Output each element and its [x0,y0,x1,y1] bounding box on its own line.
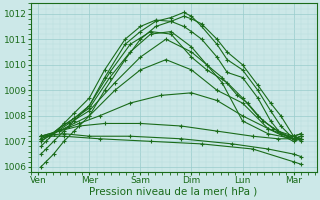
X-axis label: Pression niveau de la mer( hPa ): Pression niveau de la mer( hPa ) [90,187,258,197]
